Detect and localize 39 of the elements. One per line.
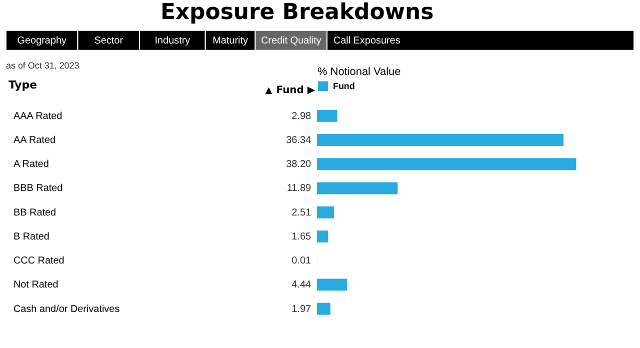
bar (317, 278, 348, 291)
bar (317, 158, 576, 170)
y-tick-label: B Rated (13, 231, 50, 242)
y-tick-label: BB Rated (13, 207, 56, 218)
bar (317, 134, 564, 146)
bar (317, 110, 338, 122)
bar (317, 302, 330, 315)
text: as of Oct 31, 2023 (6, 60, 80, 70)
data-label: 2.98 (292, 110, 312, 122)
bar (317, 206, 334, 218)
y-tick-label: CCC Rated (13, 256, 64, 267)
y-tick-label: Not Rated (13, 280, 58, 291)
text: ▲ (265, 86, 272, 96)
y-axis-title: Type (8, 78, 38, 92)
text: Credit Quality (260, 35, 322, 46)
data-label: 36.34 (286, 134, 312, 146)
text: Industry (154, 35, 190, 46)
y-tick-label: BBB Rated (13, 183, 63, 194)
data-label: 38.20 (286, 159, 312, 170)
y-tick-label: A Rated (13, 159, 49, 170)
chart-title: Exposure Breakdowns (160, 0, 434, 25)
data-label: 2.51 (292, 207, 312, 218)
y-tick-label: AA Rated (13, 134, 56, 146)
text: Geography (17, 35, 67, 46)
x-axis-title: % Notional Value (318, 66, 401, 78)
y-tick-label: Cash and/or Derivatives (13, 304, 120, 315)
text: Call Exposures (333, 35, 400, 46)
text: Maturity (212, 35, 248, 46)
bar (317, 230, 328, 242)
data-label: 11.89 (286, 183, 312, 194)
y-tick-label: AAA Rated (13, 110, 62, 122)
bar (317, 182, 398, 194)
data-label: 4.44 (292, 280, 312, 291)
data-label: 1.65 (292, 231, 312, 242)
text: Fund ▶ (276, 85, 316, 96)
data-label: 1.97 (292, 304, 312, 315)
text: Sector (94, 35, 124, 46)
data-label: 0.01 (292, 256, 312, 267)
legend-label: Fund (332, 81, 355, 92)
